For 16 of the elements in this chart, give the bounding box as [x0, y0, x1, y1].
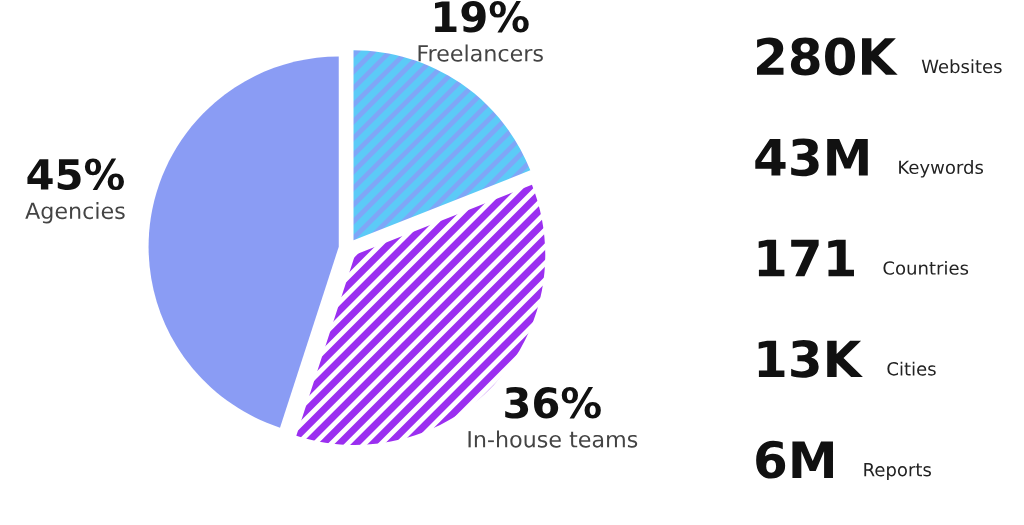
data-label: 45% [27, 158, 124, 191]
text: Cities [887, 361, 936, 376]
text: 6M [756, 440, 833, 479]
text: 171 [758, 239, 854, 277]
text: 280K [757, 37, 898, 76]
data-label: 36% [505, 387, 601, 419]
text: 43M [755, 138, 868, 177]
slice-label: Agencies [25, 201, 125, 224]
data-label: 19% [435, 1, 529, 33]
slice-label: Freelancers [418, 44, 543, 62]
text: Websites [921, 59, 1002, 74]
text: Reports [864, 463, 931, 480]
text: Keywords [899, 160, 984, 178]
slice-label: In-house teams [468, 430, 638, 448]
text: Countries [883, 260, 969, 275]
text: 13K [758, 339, 863, 378]
